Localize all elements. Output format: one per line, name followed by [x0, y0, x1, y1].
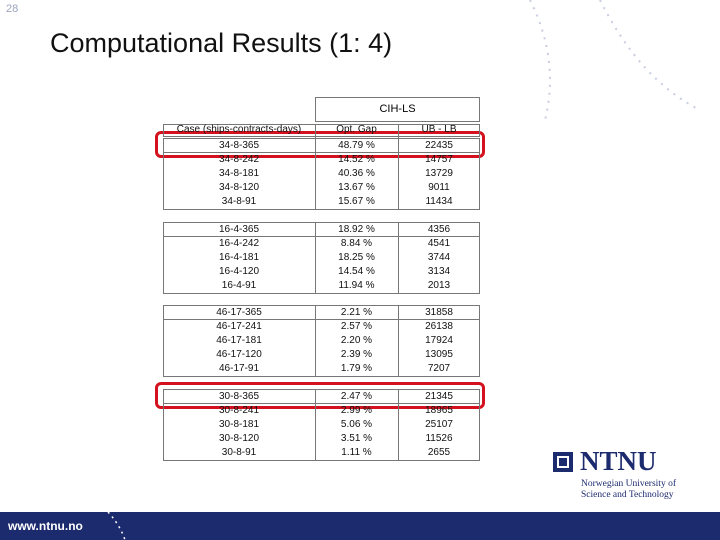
- table-cell: 13.67 %: [338, 182, 375, 193]
- table-cell: 16-4-91: [221, 280, 257, 291]
- column-divider: [398, 124, 399, 210]
- table-cell: 46-17-91: [218, 363, 260, 374]
- table-cell: 31858: [425, 307, 453, 318]
- table-cell: 9011: [428, 182, 450, 193]
- table-cell: 30-8-181: [218, 419, 260, 430]
- table-cell: 16-4-242: [218, 238, 260, 249]
- table-cell: 13729: [425, 168, 453, 179]
- table-cell: 16-4-181: [218, 252, 260, 263]
- table-cell: 2013: [427, 280, 451, 291]
- column-divider: [315, 305, 316, 377]
- table-cell: 18.92 %: [338, 224, 375, 235]
- table-cell: 11526: [425, 433, 453, 444]
- table-cell: 46-17-241: [216, 321, 262, 332]
- decor-curve: [107, 511, 126, 540]
- table-cell: 14.54 %: [338, 266, 375, 277]
- highlight-box: [155, 382, 485, 409]
- group-box: [163, 138, 480, 210]
- table-cell: 30-8-120: [218, 433, 260, 444]
- table-cell: 30-8-241: [218, 405, 260, 416]
- table-cell: 2.99 %: [340, 405, 373, 416]
- method-header: CIH-LS: [315, 97, 480, 122]
- group-box: [163, 389, 480, 461]
- table-cell: 40.36 %: [338, 168, 375, 179]
- table-cell: 11.94 %: [338, 280, 375, 291]
- table-cell: 14757: [425, 154, 453, 165]
- column-header: UB - LB: [421, 124, 457, 135]
- row-divider: [163, 319, 480, 320]
- table-cell: 3.51 %: [340, 433, 373, 444]
- logo-line: Norwegian University of: [581, 479, 676, 489]
- table-cell: 4541: [427, 238, 451, 249]
- table-cell: 46-17-365: [216, 307, 262, 318]
- decor-curve: [529, 0, 551, 121]
- column-header: Opt. Gap: [336, 124, 377, 135]
- table-cell: 2.39 %: [340, 349, 373, 360]
- logo-mark: [557, 456, 569, 468]
- table-cell: 8.84 %: [340, 238, 373, 249]
- table-cell: 11434: [425, 196, 453, 207]
- table-cell: 15.67 %: [338, 196, 375, 207]
- column-divider: [315, 389, 316, 461]
- table-cell: 34-8-365: [218, 140, 260, 151]
- table-cell: 2.21 %: [340, 307, 373, 318]
- table-cell: 3744: [427, 252, 451, 263]
- group-box: [163, 222, 480, 294]
- table-cell: 2.20 %: [340, 335, 373, 346]
- table-cell: 18.25 %: [338, 252, 375, 263]
- table-cell: 5.06 %: [340, 419, 373, 430]
- row-divider: [163, 236, 480, 237]
- table-cell: 34-8-181: [218, 168, 260, 179]
- column-divider: [315, 124, 316, 210]
- table-cell: 30-8-365: [218, 391, 260, 402]
- column-divider: [398, 389, 399, 461]
- row-divider: [163, 152, 480, 153]
- column-header: Case (ships-contracts-days): [176, 124, 302, 135]
- logo-mark: [553, 452, 573, 472]
- table-cell: 34-8-242: [218, 154, 260, 165]
- table-cell: 46-17-120: [216, 349, 262, 360]
- footer-bar: [0, 512, 720, 540]
- table-cell: 14.52 %: [338, 154, 375, 165]
- decor-curve: [599, 0, 701, 111]
- column-divider: [398, 222, 399, 294]
- table-cell: 16-4-365: [218, 224, 260, 235]
- table-cell: 17924: [425, 335, 453, 346]
- table-cell: 4356: [427, 224, 451, 235]
- table-cell: 2.47 %: [340, 391, 373, 402]
- logo-line: Science and Technology: [581, 490, 674, 500]
- table-cell: 13095: [425, 349, 453, 360]
- table-cell: 16-4-120: [218, 266, 260, 277]
- table-cell: 22435: [425, 140, 453, 151]
- logo-name: NTNU: [580, 446, 657, 476]
- table-cell: 48.79 %: [338, 140, 375, 151]
- table-cell: 26138: [425, 321, 453, 332]
- table-cell: 46-17-181: [216, 335, 262, 346]
- table-cell: 2.57 %: [340, 321, 373, 332]
- group-box: [163, 305, 480, 377]
- table-cell: 34-8-91: [221, 196, 257, 207]
- column-divider: [315, 222, 316, 294]
- table-cell: 1.11 %: [341, 447, 372, 458]
- table-cell: 30-8-91: [221, 447, 257, 458]
- table-cell: 7207: [427, 363, 451, 374]
- table-cell: 18965: [425, 405, 453, 416]
- table-cell: 2655: [427, 447, 451, 458]
- header-row: [163, 124, 480, 137]
- column-divider: [398, 305, 399, 377]
- table-cell: 34-8-120: [218, 182, 260, 193]
- slide-title: Computational Results (1: 4): [50, 28, 393, 58]
- highlight-box: [155, 131, 485, 158]
- table-cell: 25107: [425, 419, 453, 430]
- slide-number: 28: [6, 3, 19, 15]
- row-divider: [163, 403, 480, 404]
- table-cell: 1.79 %: [340, 363, 373, 374]
- table-cell: 3134: [427, 266, 451, 277]
- footer-url: www.ntnu.no: [8, 519, 83, 533]
- table-cell: 21345: [425, 391, 453, 402]
